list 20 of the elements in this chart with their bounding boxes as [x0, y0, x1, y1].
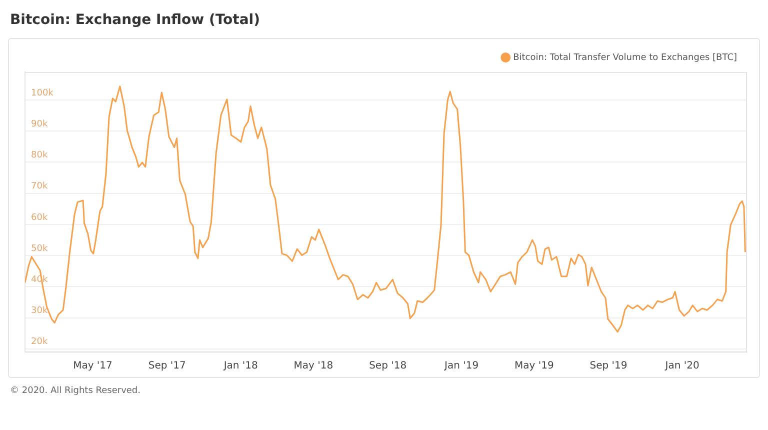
- y-tick-label: 30k: [31, 306, 48, 316]
- x-tick-label: May '19: [514, 360, 554, 372]
- text: © 2020. All Rights Reserved.: [9, 385, 142, 398]
- x-tick-label: Jan '18: [222, 360, 258, 372]
- y-tick-label: 70k: [31, 182, 48, 192]
- x-tick-label: May '18: [294, 360, 334, 372]
- x-tick-label: Jan '19: [444, 360, 479, 372]
- x-tick-label: May '17: [73, 360, 112, 372]
- x-tick-label: Sep '18: [369, 360, 407, 372]
- y-tick-label: 20k: [31, 337, 48, 348]
- x-tick-label: Sep '17: [148, 360, 186, 372]
- legend-label: Bitcoin: Total Transfer Volume to Exchanges [BTC]: [513, 52, 738, 63]
- chart-title: Bitcoin: Exchange Inflow (Total): [9, 11, 262, 30]
- y-tick-label: 100k: [31, 88, 54, 98]
- y-tick-label: 80k: [31, 150, 48, 161]
- x-tick-label: Sep '19: [590, 360, 628, 372]
- y-tick-label: 60k: [31, 212, 48, 223]
- x-tick-label: Jan '20: [664, 360, 700, 372]
- y-tick-label: 50k: [31, 244, 48, 254]
- y-tick-label: 90k: [31, 119, 48, 130]
